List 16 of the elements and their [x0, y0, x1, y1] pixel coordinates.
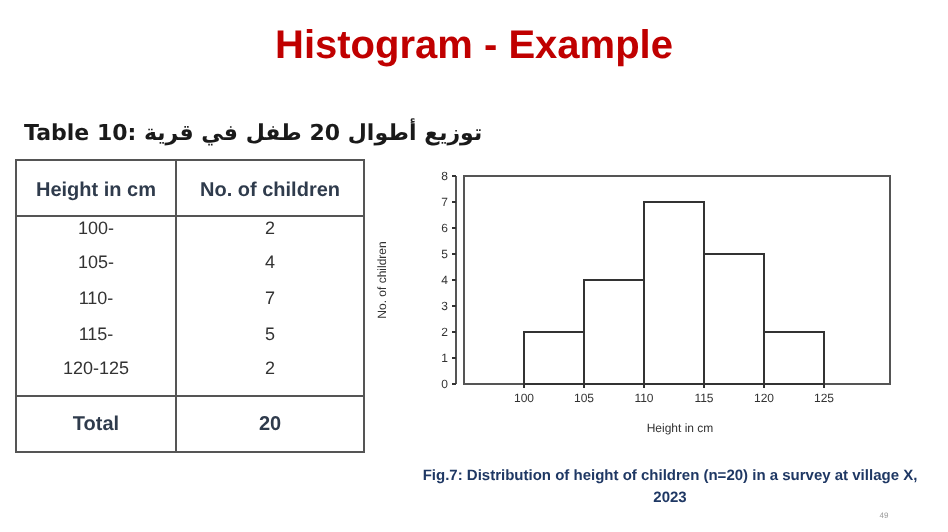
text: 110- [78, 288, 114, 308]
text: 2 [264, 218, 276, 238]
text: 115- [78, 324, 114, 344]
text: 100- [77, 218, 115, 238]
text: Height in cm [35, 180, 157, 202]
text: 2 [264, 358, 276, 378]
chart-title: Histogram - Example [275, 24, 673, 68]
text: 105- [77, 252, 115, 272]
text: 120-125 [62, 358, 130, 378]
text: 4 [264, 252, 276, 272]
text: 7 [264, 288, 276, 308]
caption: Table 10: توزيع أطوال 20 طفل في قرية [24, 118, 483, 146]
text: Total [72, 414, 120, 436]
text: No. of children [200, 180, 340, 202]
text: 5 [264, 324, 276, 344]
text: 20 [258, 414, 282, 436]
